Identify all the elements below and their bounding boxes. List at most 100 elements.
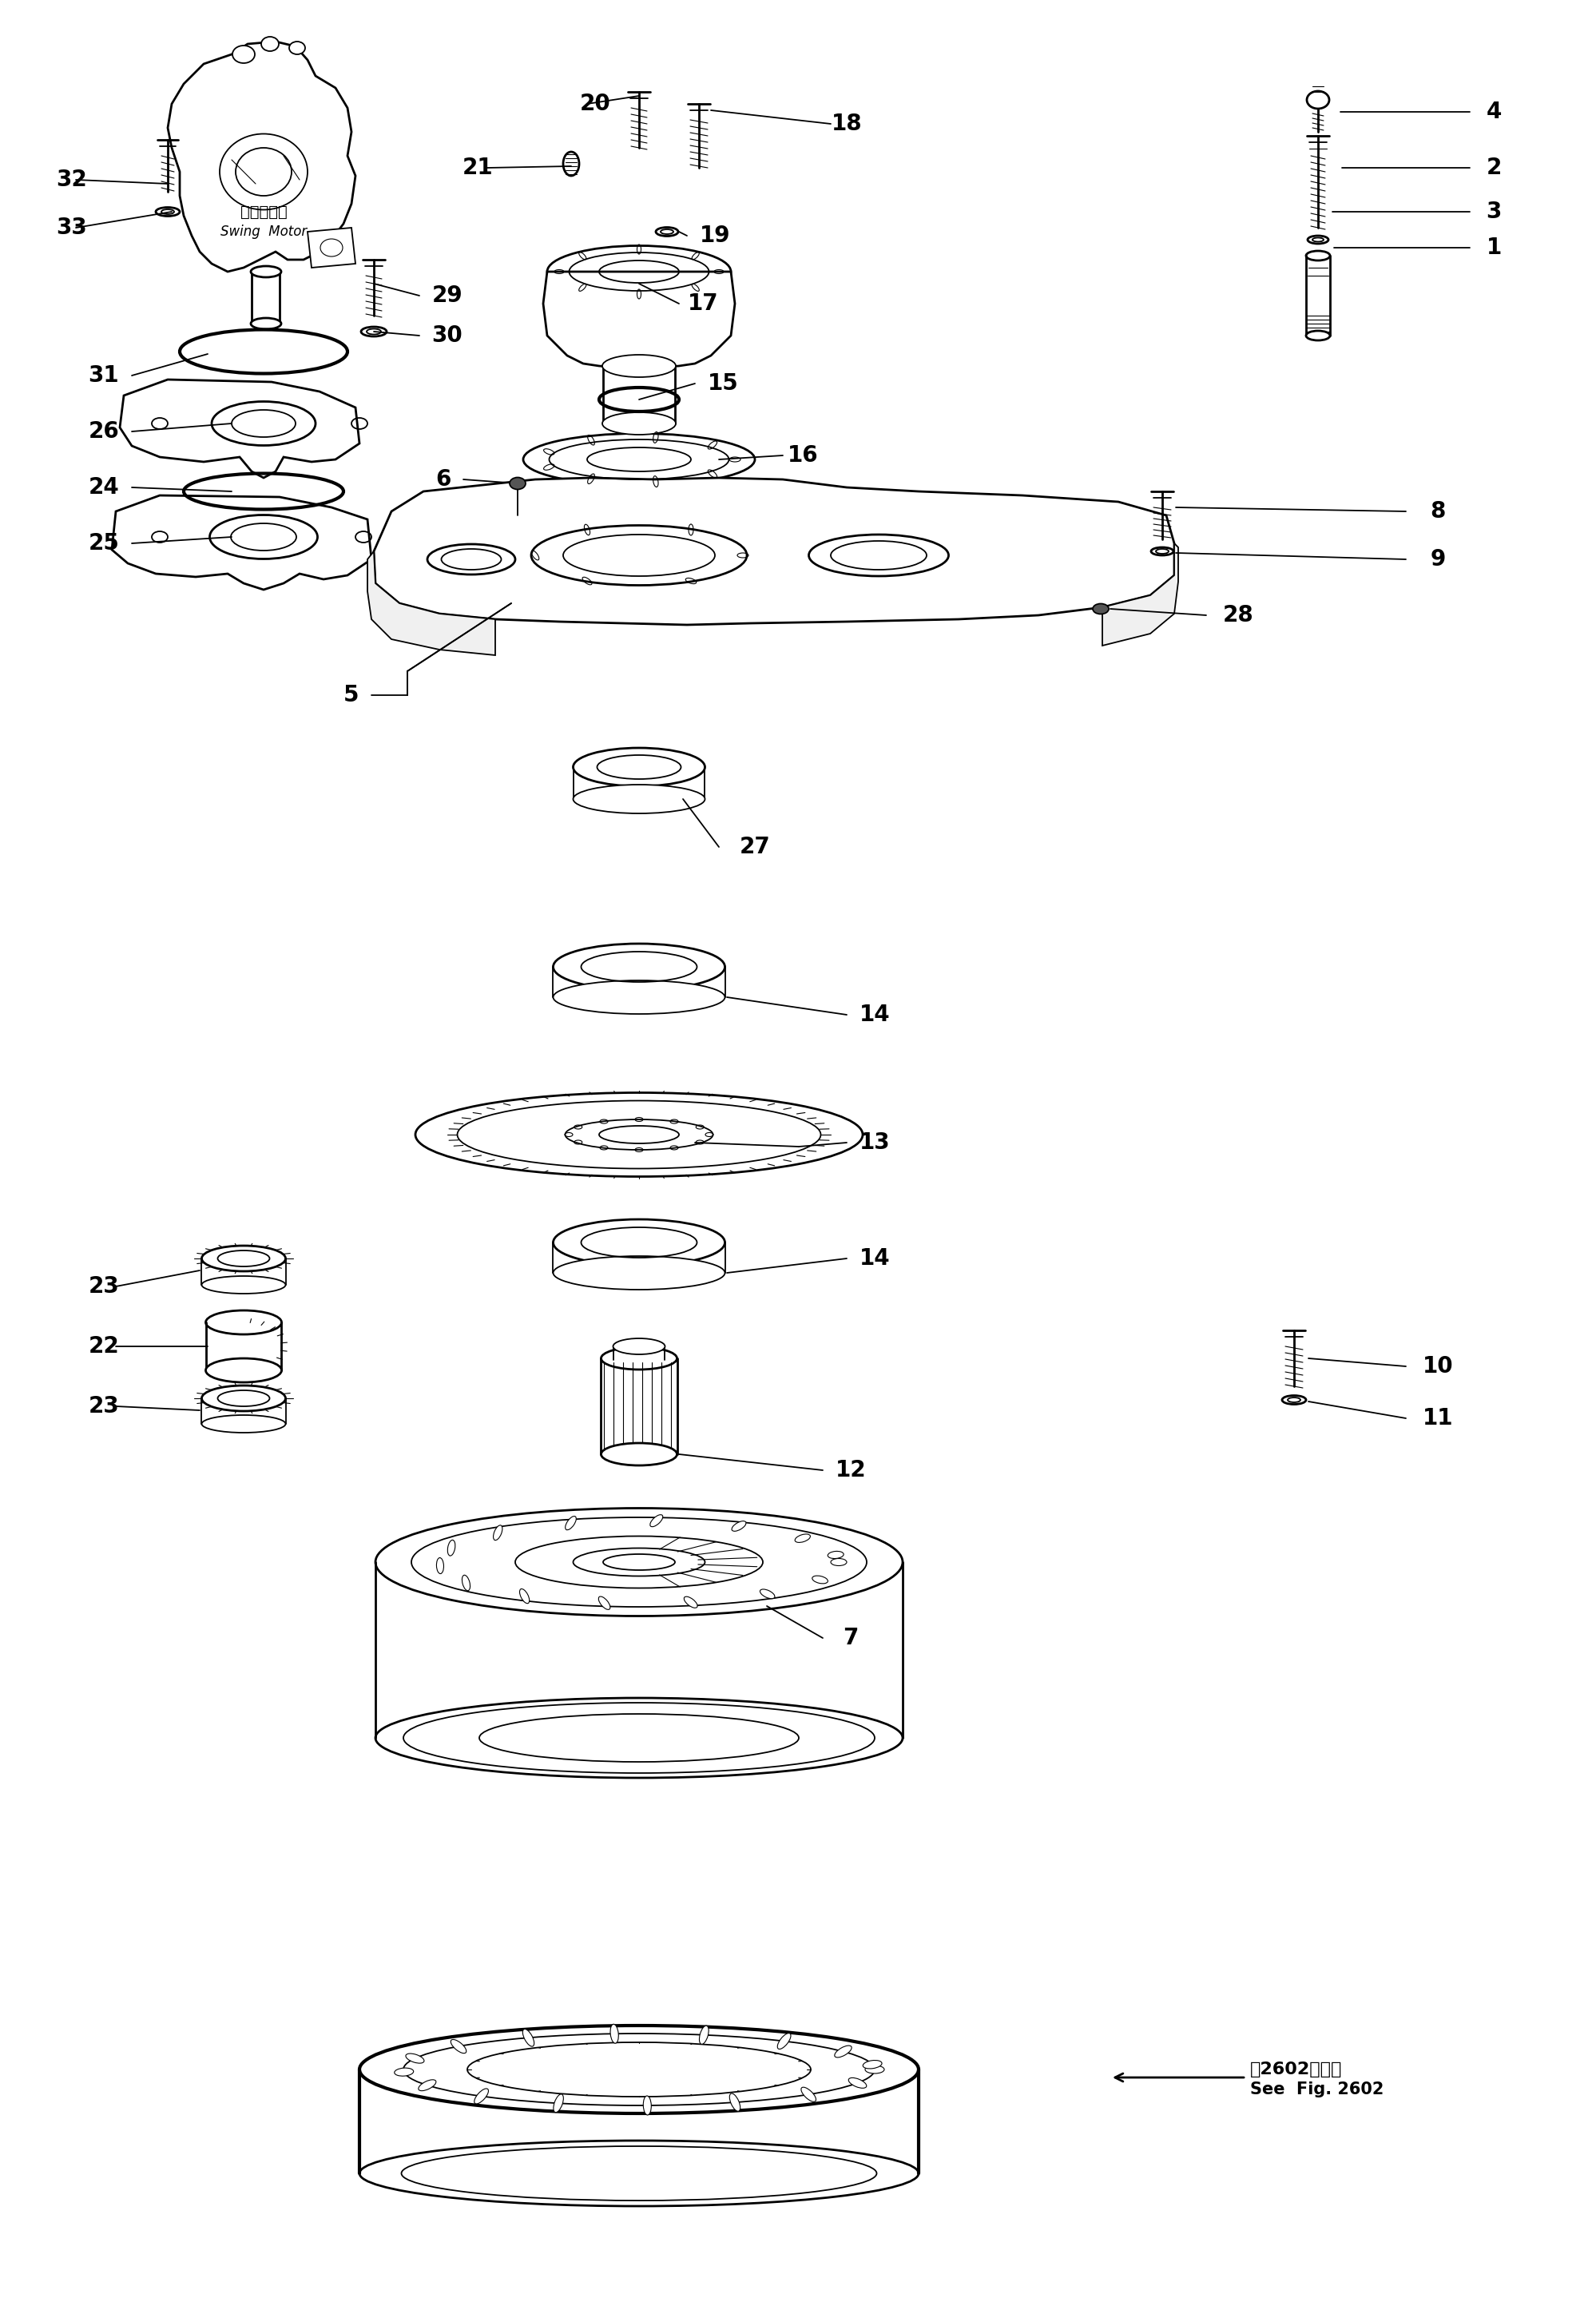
Ellipse shape xyxy=(375,1508,903,1617)
Ellipse shape xyxy=(447,1540,455,1557)
Ellipse shape xyxy=(865,2066,884,2073)
Ellipse shape xyxy=(233,46,255,62)
Ellipse shape xyxy=(523,434,755,484)
Ellipse shape xyxy=(565,1517,576,1529)
Ellipse shape xyxy=(1093,604,1109,613)
Text: 3: 3 xyxy=(1486,201,1502,224)
Text: 21: 21 xyxy=(463,157,493,180)
Text: 9: 9 xyxy=(1430,549,1446,570)
Text: 32: 32 xyxy=(56,168,88,191)
Ellipse shape xyxy=(531,526,747,586)
Text: Swing  Motor: Swing Motor xyxy=(220,224,306,240)
Ellipse shape xyxy=(289,42,305,55)
Ellipse shape xyxy=(450,2039,466,2052)
Ellipse shape xyxy=(201,1386,286,1411)
Ellipse shape xyxy=(1307,235,1328,244)
Ellipse shape xyxy=(801,2087,816,2101)
Ellipse shape xyxy=(602,1347,677,1370)
Text: 19: 19 xyxy=(699,224,731,247)
Ellipse shape xyxy=(809,535,948,576)
Ellipse shape xyxy=(415,1093,863,1176)
Text: 11: 11 xyxy=(1422,1407,1454,1430)
Ellipse shape xyxy=(1151,547,1173,556)
Ellipse shape xyxy=(554,1257,725,1289)
Ellipse shape xyxy=(699,2025,709,2043)
Ellipse shape xyxy=(251,265,281,277)
Ellipse shape xyxy=(613,1337,666,1354)
Text: 7: 7 xyxy=(843,1626,859,1649)
Ellipse shape xyxy=(832,1559,847,1566)
Ellipse shape xyxy=(361,327,386,337)
Ellipse shape xyxy=(602,355,675,378)
Ellipse shape xyxy=(436,1559,444,1573)
Text: 25: 25 xyxy=(88,533,120,553)
Ellipse shape xyxy=(777,2034,790,2050)
Text: 第2602図参照: 第2602図参照 xyxy=(1250,2062,1342,2078)
Text: 2: 2 xyxy=(1486,157,1502,180)
Ellipse shape xyxy=(251,318,281,330)
Text: 16: 16 xyxy=(787,445,819,466)
Text: 14: 14 xyxy=(859,1003,891,1026)
Text: 28: 28 xyxy=(1223,604,1253,627)
Ellipse shape xyxy=(729,2094,741,2112)
Ellipse shape xyxy=(463,1575,471,1591)
Ellipse shape xyxy=(760,1589,774,1598)
Polygon shape xyxy=(543,272,734,369)
Ellipse shape xyxy=(573,747,705,786)
Ellipse shape xyxy=(523,2029,535,2045)
Text: 14: 14 xyxy=(859,1248,891,1271)
Ellipse shape xyxy=(643,2096,651,2115)
Text: 22: 22 xyxy=(88,1335,120,1358)
Text: 6: 6 xyxy=(436,468,452,491)
Ellipse shape xyxy=(835,2045,852,2057)
Ellipse shape xyxy=(656,228,678,235)
Text: 30: 30 xyxy=(433,325,463,346)
Polygon shape xyxy=(112,496,372,590)
Text: 旋回モータ: 旋回モータ xyxy=(239,205,287,219)
Polygon shape xyxy=(120,380,359,477)
Ellipse shape xyxy=(1306,251,1329,261)
Text: 27: 27 xyxy=(739,835,771,858)
Ellipse shape xyxy=(375,1697,903,1778)
Ellipse shape xyxy=(201,1245,286,1271)
Ellipse shape xyxy=(206,1310,281,1335)
Polygon shape xyxy=(308,228,356,267)
Ellipse shape xyxy=(359,2140,919,2207)
Text: 29: 29 xyxy=(433,284,463,307)
Text: 12: 12 xyxy=(835,1460,867,1480)
Ellipse shape xyxy=(418,2080,436,2092)
Ellipse shape xyxy=(685,1596,697,1607)
Ellipse shape xyxy=(547,247,731,297)
Text: 20: 20 xyxy=(579,92,611,115)
Text: 5: 5 xyxy=(343,685,359,706)
Polygon shape xyxy=(1103,544,1178,646)
Ellipse shape xyxy=(795,1533,811,1543)
Ellipse shape xyxy=(1306,330,1329,341)
Text: 31: 31 xyxy=(88,364,120,387)
Ellipse shape xyxy=(201,1416,286,1432)
Ellipse shape xyxy=(156,208,180,217)
Ellipse shape xyxy=(554,943,725,989)
Ellipse shape xyxy=(554,980,725,1015)
Ellipse shape xyxy=(731,1522,745,1531)
Ellipse shape xyxy=(849,2078,867,2089)
Ellipse shape xyxy=(405,2055,425,2064)
Ellipse shape xyxy=(554,2094,563,2112)
Text: 8: 8 xyxy=(1430,500,1446,523)
Ellipse shape xyxy=(563,152,579,175)
Text: 23: 23 xyxy=(88,1395,120,1418)
Ellipse shape xyxy=(359,2025,919,2112)
Text: 17: 17 xyxy=(688,293,718,316)
Ellipse shape xyxy=(493,1524,503,1540)
Ellipse shape xyxy=(1282,1395,1306,1404)
Ellipse shape xyxy=(394,2068,413,2075)
Ellipse shape xyxy=(206,1358,281,1381)
Ellipse shape xyxy=(201,1275,286,1294)
Ellipse shape xyxy=(573,784,705,814)
Ellipse shape xyxy=(262,37,279,51)
Ellipse shape xyxy=(863,2059,883,2068)
Text: 24: 24 xyxy=(88,477,120,498)
Ellipse shape xyxy=(598,1596,610,1610)
Text: See  Fig. 2602: See Fig. 2602 xyxy=(1250,2082,1384,2098)
Ellipse shape xyxy=(554,1220,725,1266)
